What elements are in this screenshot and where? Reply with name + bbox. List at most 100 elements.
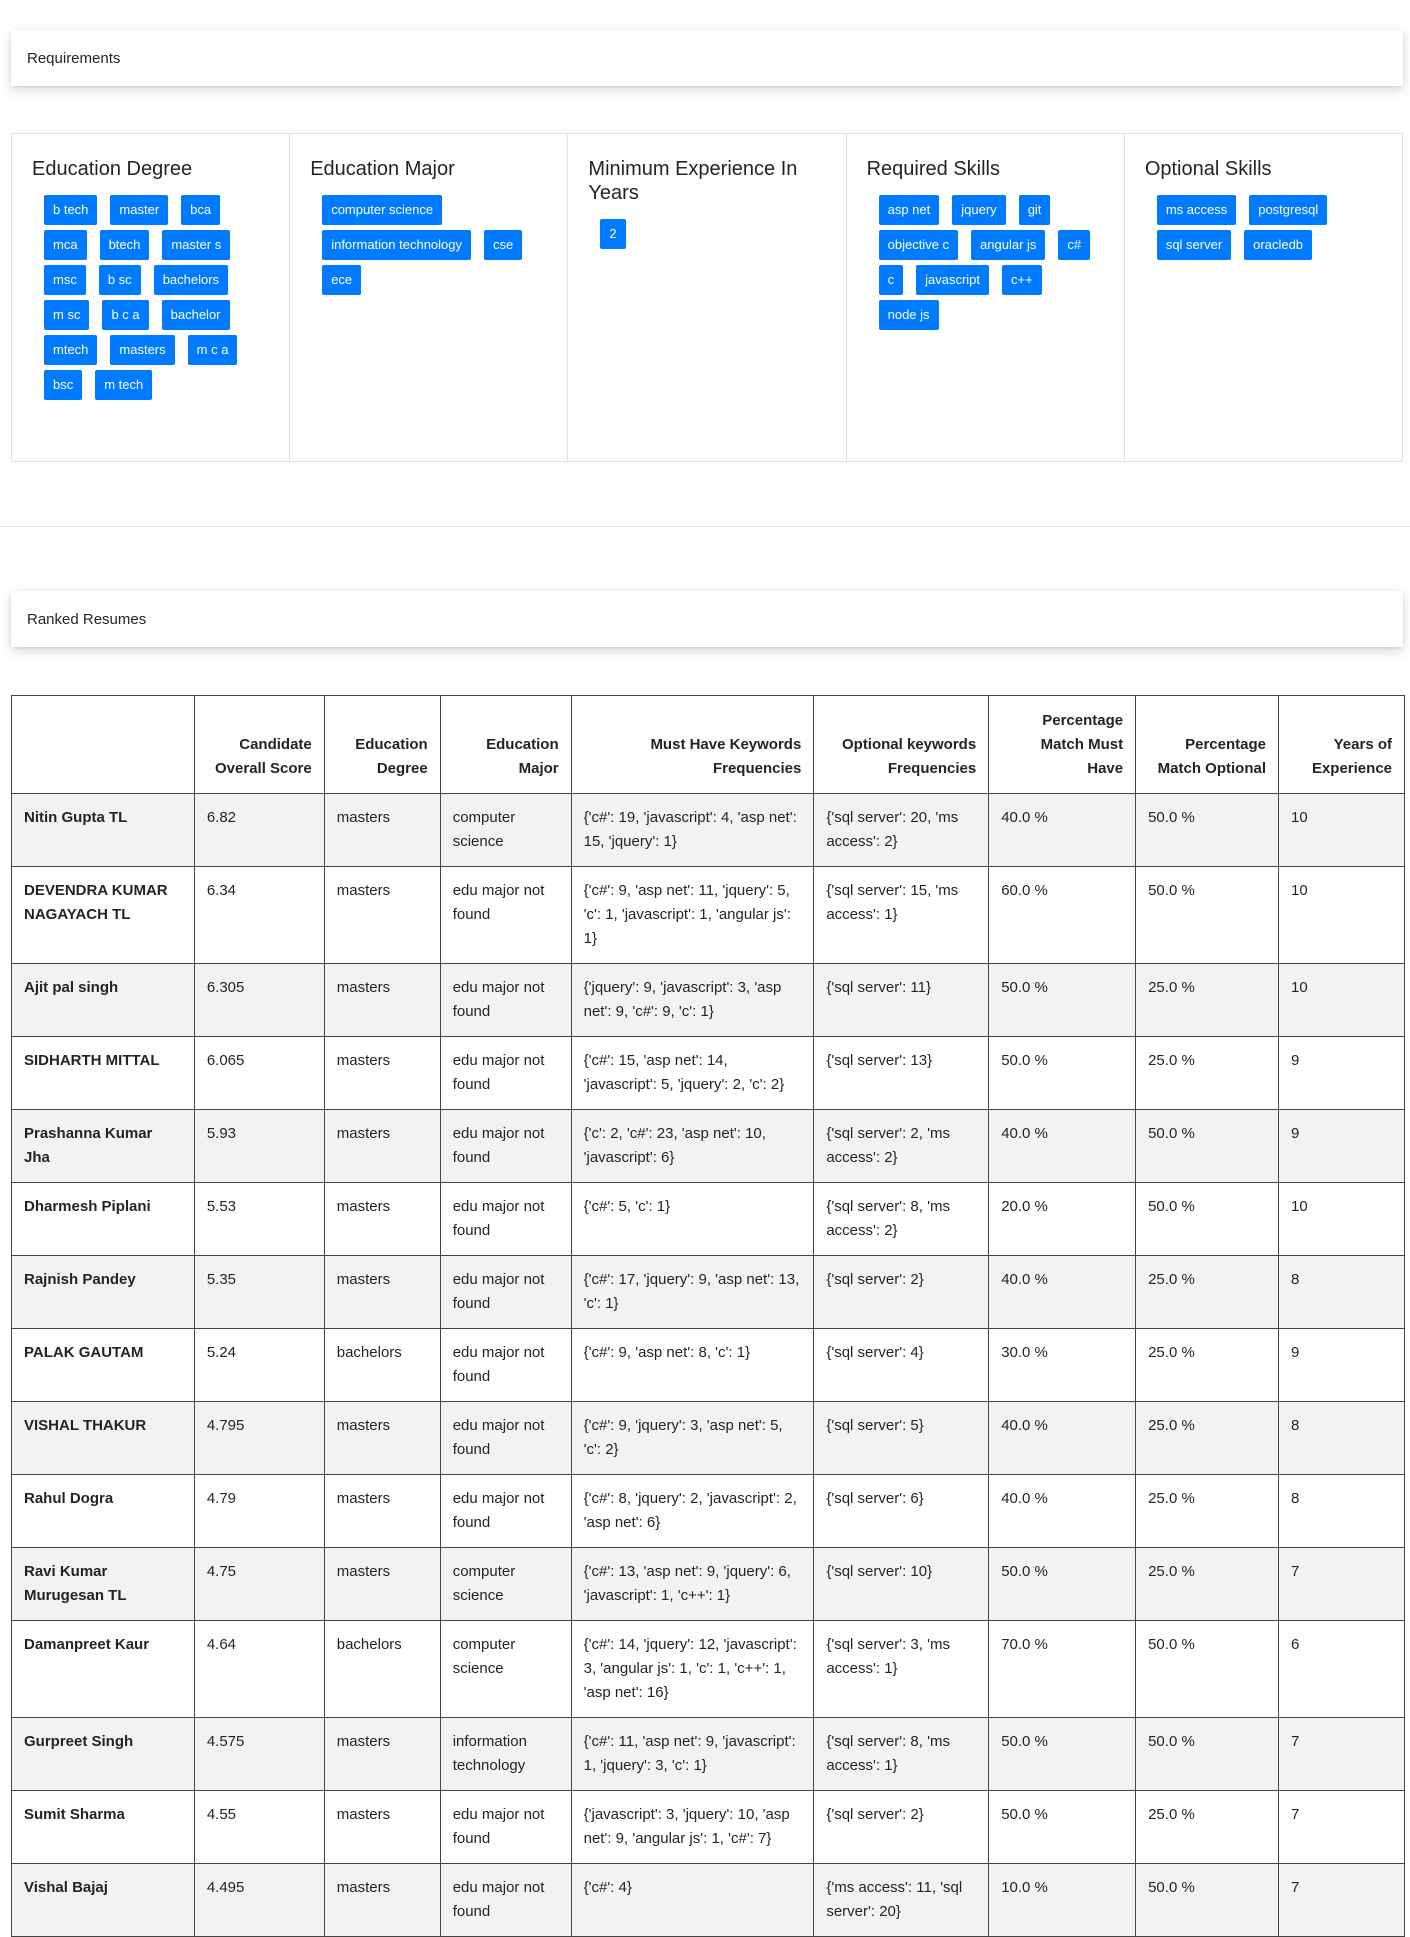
table-cell: edu major not found [439, 866, 572, 964]
table-cell: edu major not found [439, 1474, 572, 1548]
table-cell: masters [323, 1036, 441, 1110]
table-cell: {'sql server': 4} [813, 1328, 990, 1402]
table-cell: {'c#': 15, 'asp net': 14, 'javascript': … [570, 1036, 815, 1110]
table-cell: 50.0 % [1135, 1863, 1279, 1937]
table-cell: 50.0 % [1135, 866, 1279, 964]
requirement-chip: b sc [98, 265, 141, 295]
requirement-chip: bca [181, 195, 221, 225]
requirement-chip: c [878, 265, 904, 295]
requirement-column: Education Major computer science informati… [290, 134, 569, 461]
table-cell: {'c#': 8, 'jquery': 2, 'javascript': 2, … [570, 1474, 815, 1548]
requirement-chip: ece [322, 265, 362, 295]
table-cell: {'sql server': 5} [813, 1401, 990, 1475]
requirement-chip: ms access [1156, 195, 1237, 225]
table-cell: 4.55 [193, 1790, 325, 1864]
table-cell: {'sql server': 2, 'ms access': 2} [813, 1109, 990, 1183]
table-cell: 4.575 [193, 1717, 325, 1791]
candidate-name-cell: Sumit Sharma [11, 1790, 195, 1864]
table-row: Vishal Bajaj 4.495 masters edu major not fo… [11, 1863, 1405, 1937]
table-cell: masters [323, 1863, 441, 1937]
table-cell: 25.0 % [1135, 1790, 1279, 1864]
requirement-chip: sql server [1156, 230, 1232, 260]
table-cell: {'c#': 11, 'asp net': 9, 'javascript': 1… [570, 1717, 815, 1791]
requirement-chip-list: ms access postgresql sql server oracledb [1145, 195, 1382, 265]
table-cell: 25.0 % [1135, 1328, 1279, 1402]
table-cell: edu major not found [439, 963, 572, 1037]
requirement-chip: c++ [1002, 265, 1042, 295]
table-cell: 7 [1278, 1863, 1405, 1937]
candidate-name-cell: DEVENDRA KUMAR NAGAYACH TL [11, 866, 195, 964]
table-row: Rahul Dogra 4.79 masters edu major not foun… [11, 1474, 1405, 1548]
requirement-chip: postgresql [1249, 195, 1328, 225]
table-cell: masters [323, 1182, 441, 1256]
table-cell: 50.0 % [1135, 1182, 1279, 1256]
table-cell: 6.34 [193, 866, 325, 964]
table-cell: 40.0 % [988, 1109, 1137, 1183]
requirement-chip: m c a [187, 335, 238, 365]
table-cell: 10 [1278, 963, 1405, 1037]
requirement-chip: jquery [952, 195, 1006, 225]
table-cell: edu major not found [439, 1182, 572, 1256]
table-cell: {'sql server': 8, 'ms access': 2} [813, 1182, 990, 1256]
table-body: Nitin Gupta TL 6.82 masters computer scienc… [11, 793, 1405, 1937]
table-row: PALAK GAUTAM 5.24 bachelors edu major not f… [11, 1328, 1405, 1402]
table-cell: masters [323, 1790, 441, 1864]
table-cell: 5.53 [193, 1182, 325, 1256]
table-cell: {'c#': 13, 'asp net': 9, 'jquery': 6, 'j… [570, 1547, 815, 1621]
table-cell: 4.795 [193, 1401, 325, 1475]
requirement-chip: 2 [600, 219, 626, 249]
column-header: Must Have Keywords Frequencies [570, 695, 815, 794]
table-cell: 6 [1278, 1620, 1405, 1718]
table-cell: information technology [439, 1717, 572, 1791]
table-cell: {'ms access': 11, 'sql server': 20} [813, 1863, 990, 1937]
table-row: Rajnish Pandey 5.35 masters edu major not f… [11, 1255, 1405, 1329]
table-cell: 25.0 % [1135, 963, 1279, 1037]
candidate-name-cell: Nitin Gupta TL [11, 793, 195, 867]
table-cell: 70.0 % [988, 1620, 1137, 1718]
table-cell: 60.0 % [988, 866, 1137, 964]
requirement-chip: master s [162, 230, 231, 260]
table-cell: computer science [439, 1620, 572, 1718]
requirement-chip: computer science [322, 195, 443, 225]
table-cell: 9 [1278, 1328, 1405, 1402]
table-cell: 25.0 % [1135, 1036, 1279, 1110]
table-cell: 8 [1278, 1474, 1405, 1548]
requirement-title: Minimum Experience In Years [588, 158, 798, 204]
table-cell: 50.0 % [988, 1790, 1137, 1864]
table-cell: masters [323, 1109, 441, 1183]
table-cell: 6.305 [193, 963, 325, 1037]
table-header-row: Candidate Overall Score Education Degree E… [11, 695, 1405, 794]
table-cell: masters [323, 1255, 441, 1329]
table-cell: masters [323, 1717, 441, 1791]
table-cell: computer science [439, 793, 572, 867]
requirements-panel: Education Degree b tech master bca mca btech m… [11, 133, 1403, 462]
table-cell: 50.0 % [1135, 1109, 1279, 1183]
requirement-chip: bachelors [153, 265, 229, 295]
candidate-name-cell: Rajnish Pandey [11, 1255, 195, 1329]
requirement-chip-list: asp net jquery git objective c angular js c# c… [867, 195, 1104, 335]
requirement-title: Education Degree [32, 158, 193, 180]
requirement-chip: b tech [44, 195, 98, 225]
column-header: Percentage Match Must Have [988, 695, 1137, 794]
requirement-chip: c# [1058, 230, 1091, 260]
table-cell: 40.0 % [988, 1255, 1137, 1329]
column-header: Years of Experience [1278, 695, 1405, 794]
table-cell: {'sql server': 8, 'ms access': 1} [813, 1717, 990, 1791]
table-cell: {'sql server': 6} [813, 1474, 990, 1548]
candidate-name-cell: Vishal Bajaj [11, 1863, 195, 1937]
requirement-chip: b c a [102, 300, 149, 330]
table-cell: {'c#': 17, 'jquery': 9, 'asp net': 13, '… [570, 1255, 815, 1329]
table-cell: edu major not found [439, 1790, 572, 1864]
table-cell: 4.75 [193, 1547, 325, 1621]
table-row: Damanpreet Kaur 4.64 bachelors computer sci… [11, 1620, 1405, 1718]
table-cell: edu major not found [439, 1401, 572, 1475]
requirement-chip: information technology [322, 230, 472, 260]
requirement-title: Education Major [310, 158, 455, 180]
table-cell: 4.79 [193, 1474, 325, 1548]
requirement-chip: oracledb [1244, 230, 1313, 260]
table-cell: 25.0 % [1135, 1547, 1279, 1621]
table-cell: {'c#': 9, 'asp net': 8, 'c': 1} [570, 1328, 815, 1402]
table-cell: 4.495 [193, 1863, 325, 1937]
requirement-title: Required Skills [866, 158, 1000, 180]
candidate-name-cell: Ajit pal singh [11, 963, 195, 1037]
